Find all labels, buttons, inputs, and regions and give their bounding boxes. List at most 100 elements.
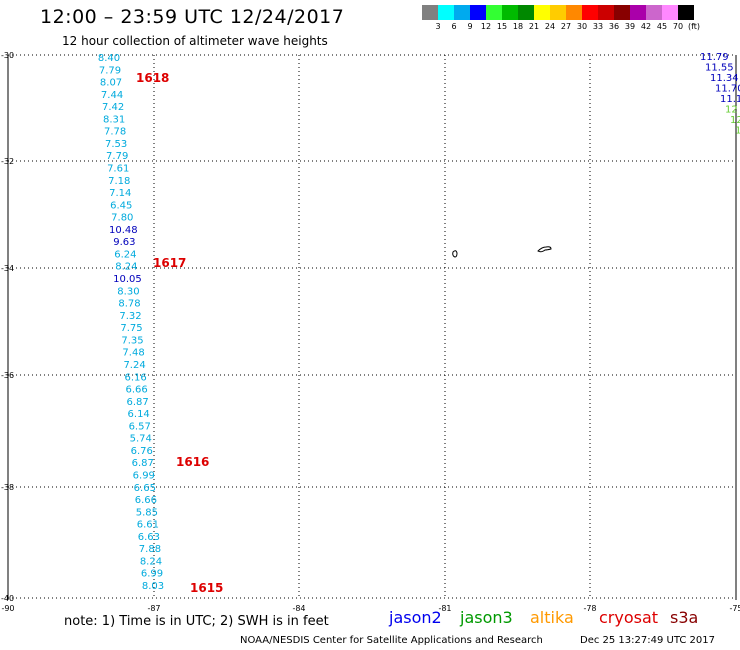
legend-swatch [550, 5, 566, 20]
legend-label: 6 [451, 22, 457, 31]
legend-swatch [598, 5, 614, 20]
footnote: note: 1) Time is in UTC; 2) SWH is in fe… [64, 614, 329, 629]
lat-tick-label: -36 [1, 371, 14, 380]
legend-label: 33 [592, 22, 604, 31]
legend-swatch [678, 5, 694, 20]
credit-line: NOAA/NESDIS Center for Satellite Applica… [240, 635, 543, 646]
wave-height-value: 6.87 [132, 458, 154, 469]
lon-tick-label: -78 [583, 604, 596, 613]
satellite-name: cryosat [599, 608, 659, 627]
wave-height-value: 6.61 [137, 520, 159, 531]
legend-label: 18 [512, 22, 524, 31]
satellite-track-main: 8.407.798.077.447.428.317.787.537.797.61… [98, 53, 164, 592]
wave-height-value: 6.16 [124, 372, 146, 383]
pass-time-labels: 1618 1617 1616 1615 [136, 71, 223, 595]
wave-height-value: 7.44 [101, 90, 123, 101]
wave-height-value: 10.05 [113, 274, 142, 285]
legend-swatch [486, 5, 502, 20]
legend-label: 42 [640, 22, 652, 31]
lat-tick-label: -38 [1, 483, 14, 492]
wave-height-value: 5.74 [130, 434, 152, 445]
island-outlines [452, 246, 552, 258]
wave-height-value: 7.14 [109, 188, 131, 199]
wave-height-value: 11.34 [710, 73, 739, 84]
legend-swatch [438, 5, 454, 20]
wave-height-value: 9.63 [113, 237, 135, 248]
legend-label: 45 [656, 22, 668, 31]
legend-swatch [662, 5, 678, 20]
wave-height-value: 8.03 [142, 581, 164, 592]
legend-swatch [502, 5, 518, 20]
wave-height-value: 7.18 [108, 176, 130, 187]
color-legend [422, 5, 694, 20]
legend-swatch [422, 5, 438, 20]
wave-height-value: 7.88 [139, 544, 161, 555]
wave-height-value: 8.31 [103, 114, 125, 125]
wave-height-value: 12 [730, 115, 740, 126]
wave-height-value: 11.1 [720, 94, 740, 105]
wave-height-value: 8.78 [118, 299, 140, 310]
legend-swatch [614, 5, 630, 20]
island-outline [452, 250, 458, 258]
wave-height-value: 7.48 [122, 348, 144, 359]
wave-height-value: 7.61 [107, 164, 129, 175]
wave-height-value: 6.24 [114, 249, 136, 260]
satellite-name: jason3 [460, 608, 513, 627]
wave-height-value: 6.66 [125, 385, 147, 396]
legend-swatch [566, 5, 582, 20]
island-outline [537, 246, 552, 253]
legend-label: 15 [496, 22, 508, 31]
wave-height-value: 7.75 [120, 323, 142, 334]
wave-height-value: 6.45 [110, 200, 132, 211]
wave-height-value: 7.42 [102, 102, 124, 113]
wave-height-value: 7.79 [99, 65, 121, 76]
legend-swatch [518, 5, 534, 20]
legend-label: 3 [435, 22, 441, 31]
legend-swatch [630, 5, 646, 20]
legend-label: (ft) [687, 22, 701, 31]
legend-label: 30 [576, 22, 588, 31]
wave-height-value: 12 [725, 105, 738, 116]
lon-tick-label: -90 [1, 604, 14, 613]
pass-time-label: 1618 [136, 71, 169, 85]
wave-height-value: 8.40 [98, 53, 120, 64]
wave-height-value: 8.30 [117, 286, 139, 297]
wave-height-value: 6.87 [127, 397, 149, 408]
legend-swatch [646, 5, 662, 20]
wave-height-value: 7.78 [104, 127, 126, 138]
wave-height-value: 11.55 [705, 63, 734, 74]
timestamp: Dec 25 13:27:49 UTC 2017 [580, 635, 715, 646]
wave-height-value: 6.66 [135, 495, 157, 506]
legend-swatch [454, 5, 470, 20]
wave-height-value: 6.14 [128, 409, 150, 420]
wave-height-value: 6.57 [129, 421, 151, 432]
lon-tick-label: -84 [292, 604, 305, 613]
lon-tick-label: -81 [438, 604, 451, 613]
legend-label: 27 [560, 22, 572, 31]
legend-swatch [470, 5, 486, 20]
lon-tick-label: -75 [729, 604, 740, 613]
legend-label: 9 [467, 22, 473, 31]
lat-tick-label: -34 [1, 264, 14, 273]
page-title: 12:00 – 23:59 UTC 12/24/2017 [40, 6, 345, 28]
lat-lon-grid [8, 54, 736, 599]
wave-height-value: 6.65 [134, 483, 156, 494]
wave-height-value: 7.53 [105, 139, 127, 150]
wave-height-value: 11.70 [715, 84, 740, 95]
satellite-name: jason2 [389, 608, 442, 627]
lat-tick-label: -32 [1, 157, 14, 166]
legend-label: 39 [624, 22, 636, 31]
wave-height-value: 6.76 [131, 446, 153, 457]
wave-height-value: 1 [735, 126, 740, 137]
wave-height-value: 6.63 [138, 532, 160, 543]
lon-tick-label: -87 [147, 604, 160, 613]
pass-time-label: 1617 [153, 256, 186, 270]
legend-label: 12 [480, 22, 492, 31]
wave-height-value: 8.07 [100, 78, 122, 89]
legend-label: 70 [672, 22, 684, 31]
pass-time-label: 1615 [190, 581, 223, 595]
lat-tick-label: -30 [1, 51, 14, 60]
satellite-name: altika [530, 608, 574, 627]
